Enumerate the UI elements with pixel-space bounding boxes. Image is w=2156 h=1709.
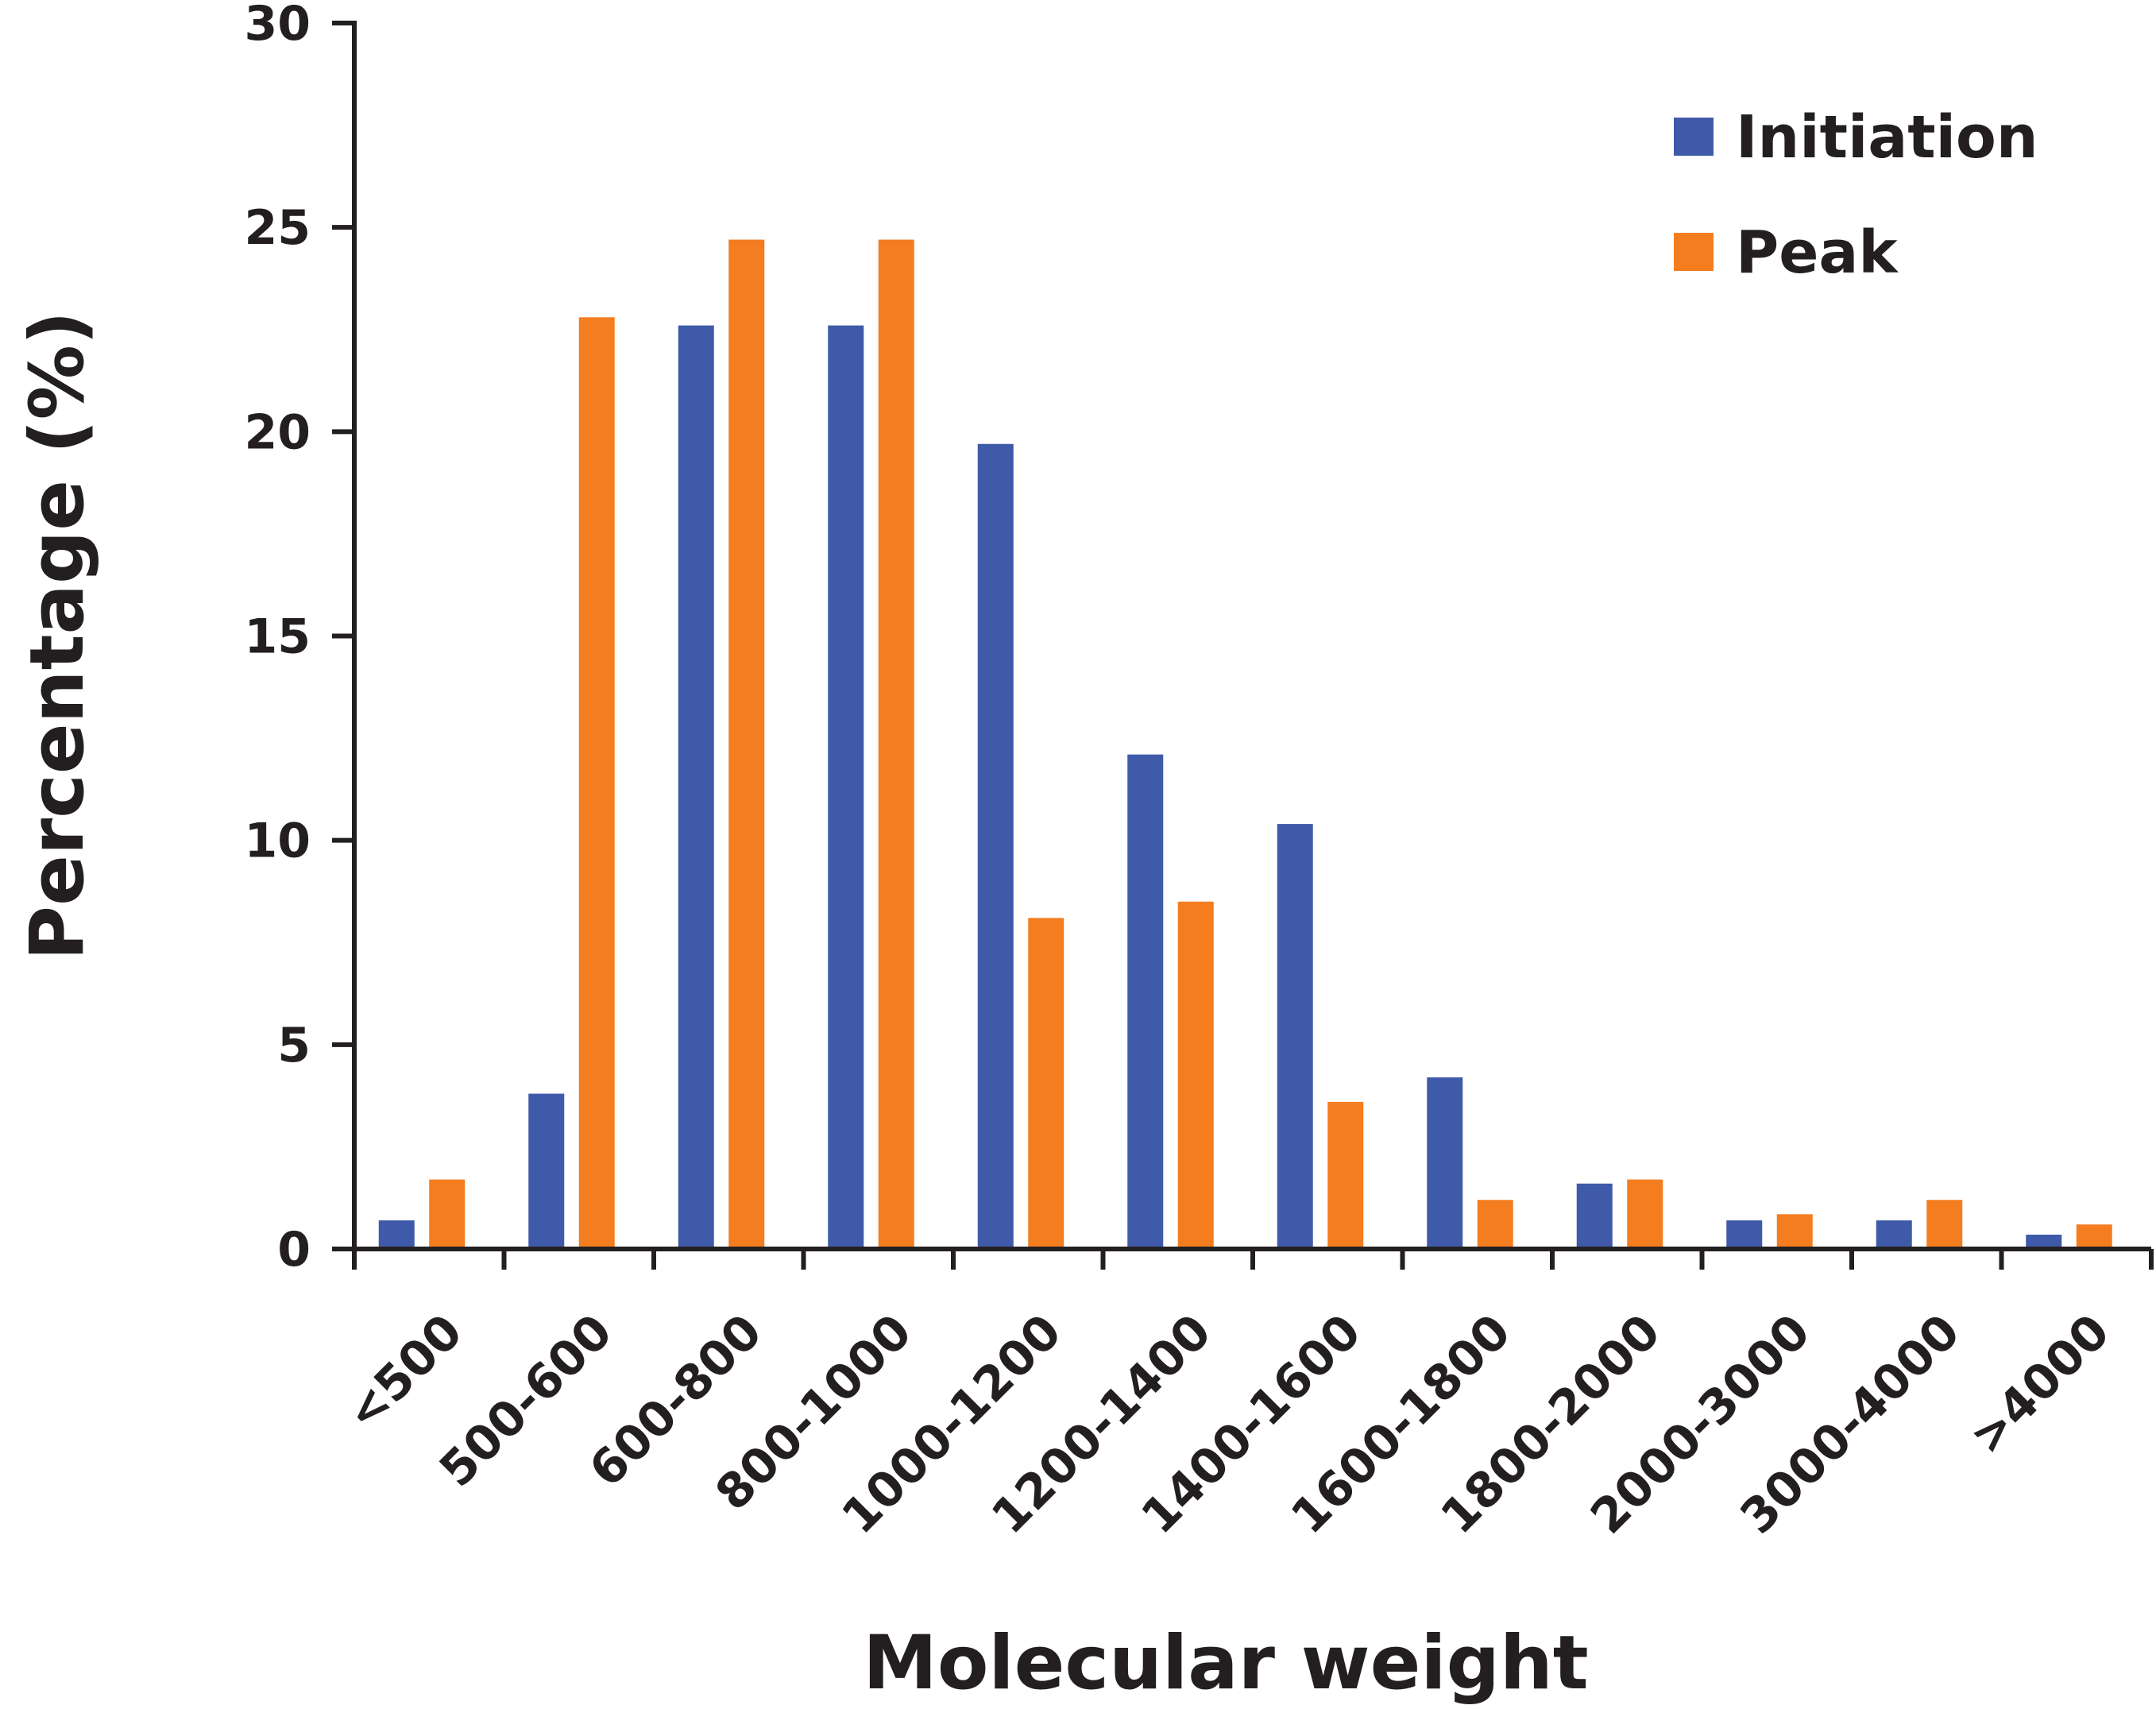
bar-initiation-8 [1576,1183,1613,1249]
x-tick-label: >4000 [1959,1304,2120,1465]
legend-label-initiation: Initiation [1736,103,2038,172]
bar-peak-11 [2076,1224,2112,1249]
bar-initiation-11 [2026,1234,2062,1249]
legend-swatch-initiation [1674,118,1714,156]
bar-peak-4 [1028,918,1064,1249]
bar-initiation-9 [1726,1220,1763,1249]
bar-peak-10 [1926,1200,1963,1249]
legend-swatch-peak [1674,233,1714,271]
bar-peak-3 [878,239,914,1249]
bar-initiation-0 [378,1220,415,1249]
bar-peak-8 [1627,1179,1663,1249]
y-tick-label: 5 [277,1018,311,1073]
bar-peak-0 [429,1179,466,1249]
x-axis-title: Molecular weight [863,1620,1588,1707]
bar-initiation-7 [1427,1077,1463,1249]
bar-peak-6 [1327,1101,1364,1249]
legend: Initiation Peak [1674,103,2038,287]
bar-peak-1 [578,317,615,1249]
legend-label-peak: Peak [1736,218,1899,287]
y-tick-label: 10 [245,814,311,869]
y-tick-label: 25 [245,200,311,256]
y-tick-label: 15 [245,609,311,665]
bar-initiation-4 [977,443,1014,1249]
bar-initiation-6 [1277,824,1313,1249]
bar-initiation-5 [1127,754,1164,1249]
bar-initiation-2 [678,325,714,1249]
bar-initiation-1 [528,1093,565,1249]
y-tick-label: 20 [245,404,311,460]
bar-initiation-3 [828,325,864,1249]
bar-peak-9 [1776,1214,1813,1249]
bar-initiation-10 [1876,1220,1912,1249]
bars-group [378,239,2112,1249]
y-tick-label: 0 [277,1222,311,1278]
x-tick-label: <500 [335,1304,473,1442]
bar-peak-5 [1177,901,1214,1249]
y-axis-ticks: 0 5 10 15 20 25 30 [245,0,354,1278]
y-axis-title: Percentage (%) [14,311,101,961]
bar-peak-2 [728,239,765,1249]
bar-peak-7 [1477,1200,1513,1249]
x-axis-ticks: <500500-600600-800800-10001000-12001200-… [335,1249,2154,1545]
y-tick-label: 30 [245,0,311,52]
